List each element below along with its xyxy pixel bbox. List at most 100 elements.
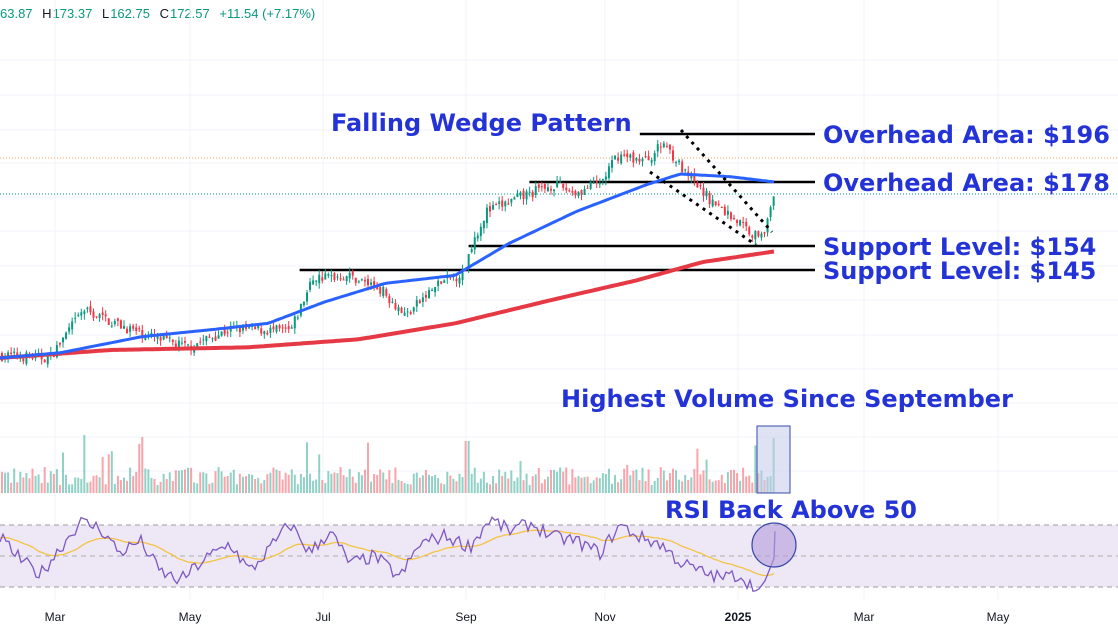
level-label: Overhead Area: $196 [823,121,1110,149]
volume-bar [449,475,452,493]
candle [138,328,141,330]
volume-bar [537,468,540,493]
candle [662,143,665,148]
volume-bar [678,479,681,493]
low-value: 162.75 [110,6,150,21]
volume-bar [77,477,80,493]
candle [476,235,479,239]
volume-bar [665,480,668,493]
candle [184,341,186,343]
volume-bar [107,454,110,493]
candle [757,231,760,237]
volume-bar [241,476,244,493]
candle [412,307,415,312]
volume-bar [629,475,632,493]
volume-bar [199,472,202,493]
candle [510,199,513,203]
candle [348,272,351,279]
volume-bar [327,471,330,493]
candle [656,144,659,152]
volume-bar [543,479,546,493]
volume-bar [19,471,22,493]
volume-bar [467,441,470,493]
volume-bar [141,437,144,493]
volume-bar [367,442,369,493]
candle [110,325,113,327]
volume-bar [260,483,263,493]
candle [119,320,122,329]
volume-bar [46,482,49,493]
volume-bar [418,477,421,493]
wedge-annotation: Falling Wedge Pattern [331,109,632,137]
volume-bar [617,482,620,493]
candle [577,191,580,196]
candle [406,311,409,313]
volume-bar [101,457,104,493]
candle [10,352,13,354]
candle [647,155,650,161]
volume-bar [650,484,653,493]
candle [287,326,290,330]
volume-bar [748,475,751,493]
candle [641,158,644,162]
candle [644,156,647,158]
candle [315,280,318,282]
volume-bar [202,472,205,493]
volume-bar [177,470,180,493]
candle [580,190,583,195]
volume-bar [266,474,269,493]
candle [226,332,229,334]
volume-bar [495,483,498,493]
candle [635,157,638,161]
candle [80,312,83,316]
candle [345,276,348,282]
candle [598,182,601,185]
candle [717,203,720,205]
volume-bar [421,475,424,493]
volume-bar [278,471,281,493]
candle [214,336,217,341]
candle [339,278,342,280]
volume-bar [446,471,449,493]
candle [180,342,183,344]
candle [95,316,98,318]
candle [217,335,220,339]
volume-bar [550,469,552,493]
candle [525,191,528,200]
candle [611,160,613,168]
volume-bar [65,474,68,493]
volume-bar [668,473,671,493]
candle [714,201,717,206]
x-axis: Mar May Jul Sep Nov 2025 Mar May [45,610,1010,624]
volume-bar [675,470,678,493]
candle [458,277,461,284]
volume-bar [647,469,650,493]
volume-bar [653,480,656,493]
volume-bar [208,483,211,493]
volume-bar [522,480,525,493]
volume-bar [58,484,61,493]
volume-bar [394,467,397,493]
candle [614,155,617,160]
candle [751,235,754,238]
x-tick-label: 2025 [725,610,752,624]
volume-bar [513,480,516,493]
candle [574,191,577,196]
volume-bar [373,473,376,493]
volume-bar [641,467,644,493]
grid [0,0,1118,600]
candle [272,326,275,330]
rsi-annotation: RSI Back Above 50 [665,496,917,524]
rsi-highlight-circle [751,522,797,568]
candle [571,191,574,193]
candle [31,356,34,359]
volume-bar [83,435,86,493]
candle [461,269,464,281]
candle [650,160,653,163]
volume-bar [611,483,613,493]
candle [516,193,519,197]
volume-bar [126,480,129,493]
volume-bar [672,468,674,493]
candle [71,321,74,330]
